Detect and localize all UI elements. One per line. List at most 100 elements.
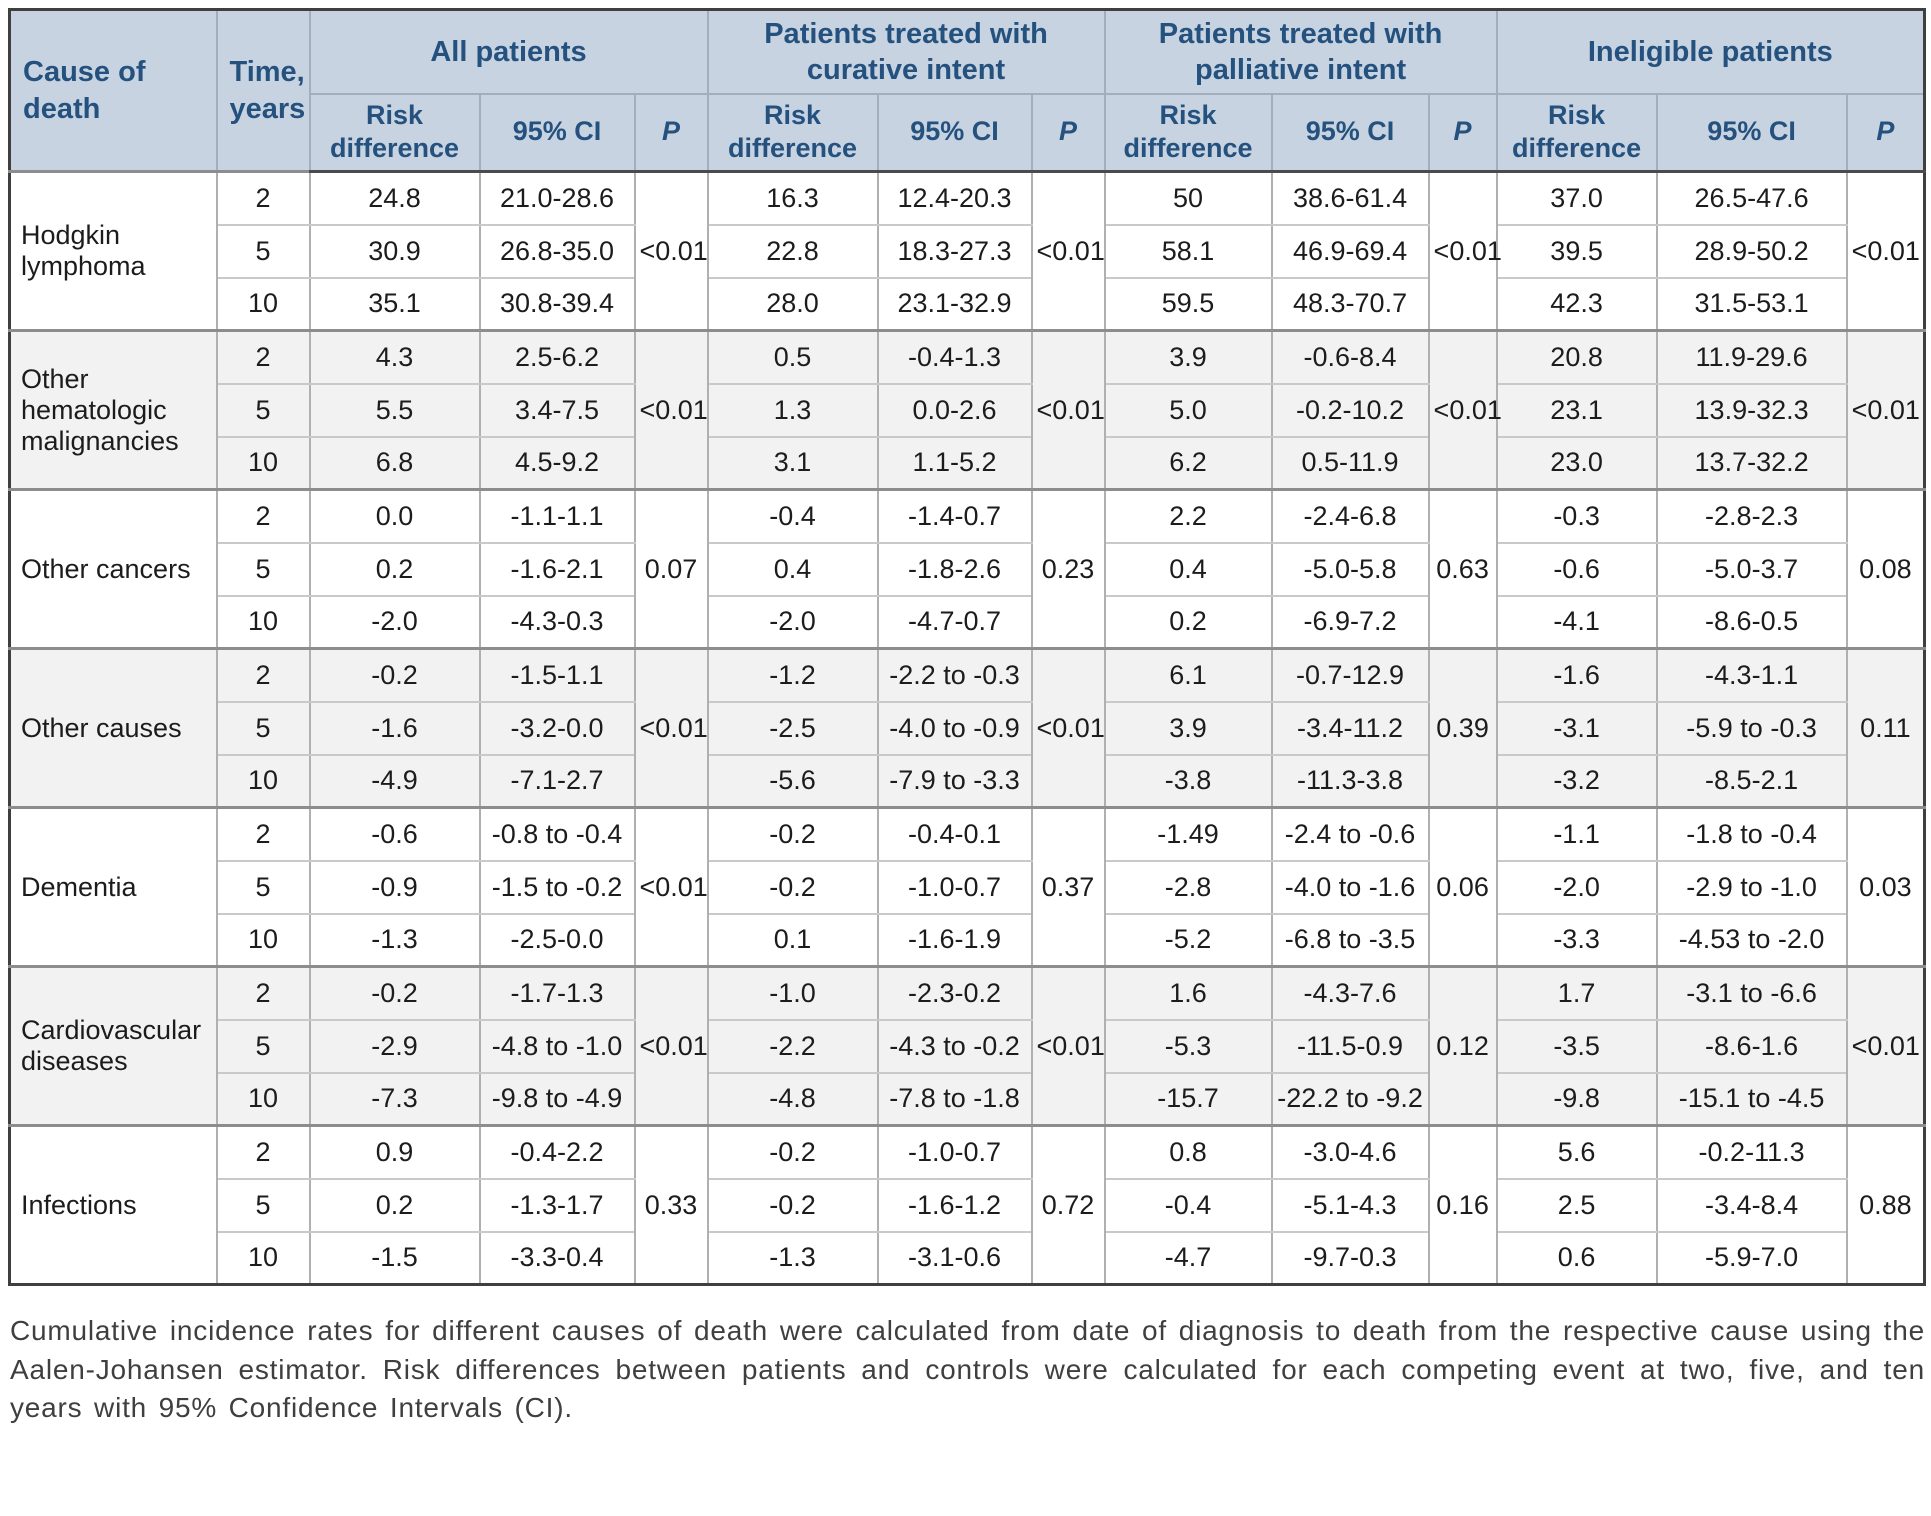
ci-cell: 21.0-28.6 [478, 170, 636, 226]
table-row: Other causes 2 -0.2 -1.5-1.1 <0.01 -1.2 -2.2 t… [8, 647, 1926, 809]
ci-cell: 38.6-61.4 [1270, 170, 1430, 226]
risk-difference-cell: -1.3 [308, 912, 481, 968]
p-value-cell: 0.39 [1427, 647, 1498, 809]
risk-difference-cell: -3.1 [1495, 700, 1658, 756]
cause-cell: Other cancers [8, 488, 218, 650]
ci-cell: 31.5-53.1 [1655, 276, 1848, 332]
table-row: 10 -7.3 -9.8 to -4.9 -4.8 -7.8 to -1.8 -15.7-… [10, 1071, 1925, 1127]
risk-difference-cell: -0.2 [308, 647, 481, 703]
risk-difference-cell: 5.5 [308, 382, 481, 438]
ci-cell: 26.8-35.0 [478, 223, 636, 279]
ci-cell: 11.9-29.6 [1655, 329, 1848, 385]
ci-cell: -3.3-0.4 [478, 1230, 636, 1286]
ci-cell: 48.3-70.7 [1270, 276, 1430, 332]
ci-cell: -5.1-4.3 [1270, 1177, 1430, 1233]
group-header-palliative-intent: Patients treated with palliative intent [1103, 8, 1498, 95]
risk-difference-cell: -7.3 [308, 1071, 481, 1127]
table-row: 10 -1.3 -2.5-0.0 0.1 -1.6-1.9 -5.2 -6.8 to -3.… [10, 912, 1925, 968]
p-value-cell: 0.16 [1427, 1124, 1498, 1286]
subheader-ci: 95% CI [876, 92, 1033, 173]
risk-difference-cell: 37.0 [1495, 170, 1658, 226]
ci-cell: -1.6-1.2 [876, 1177, 1033, 1233]
p-value-cell: 0.88 [1845, 1124, 1926, 1286]
risk-difference-cell: -3.5 [1495, 1018, 1658, 1074]
time-cell: 5 [215, 223, 311, 279]
time-cell: 2 [215, 806, 311, 862]
ci-cell: 26.5-47.6 [1655, 170, 1848, 226]
p-value-cell: <0.01 [633, 965, 709, 1127]
p-value-cell: <0.01 [1030, 965, 1106, 1127]
risk-difference-cell: 0.2 [308, 1177, 481, 1233]
p-value-cell: <0.01 [633, 329, 709, 491]
table-footnote: Cumulative incidence rates for different… [10, 1315, 1925, 1424]
subheader-ci: 95% CI [1270, 92, 1430, 173]
p-value-cell: <0.01 [633, 647, 709, 809]
p-value-cell: <0.01 [633, 170, 709, 332]
time-cell: 2 [215, 647, 311, 703]
time-cell: 5 [215, 541, 311, 597]
risk-difference-cell: -3.8 [1103, 753, 1273, 809]
ci-cell: -4.3-1.1 [1655, 647, 1848, 703]
ci-cell: -11.5-0.9 [1270, 1018, 1430, 1074]
risk-difference-cell: -1.0 [706, 965, 879, 1021]
ci-cell: -4.53 to -2.0 [1655, 912, 1848, 968]
risk-difference-cell: -1.2 [706, 647, 879, 703]
ci-cell: -1.7-1.3 [478, 965, 636, 1021]
cause-cell: Hodgkin lymphoma [8, 170, 218, 332]
ci-cell: -6.8 to -3.5 [1270, 912, 1430, 968]
p-value-cell: <0.01 [1845, 965, 1926, 1127]
risk-difference-cell: 0.5 [706, 329, 879, 385]
ci-cell: -1.3-1.7 [478, 1177, 636, 1233]
ci-cell: -5.9 to -0.3 [1655, 700, 1848, 756]
risk-difference-cell: 6.1 [1103, 647, 1273, 703]
ci-cell: -0.4-0.1 [876, 806, 1033, 862]
ci-cell: -0.4-1.3 [876, 329, 1033, 385]
ci-cell: -4.3 to -0.2 [876, 1018, 1033, 1074]
ci-cell: 13.9-32.3 [1655, 382, 1848, 438]
ci-cell: -5.9-7.0 [1655, 1230, 1848, 1286]
p-value-cell: <0.01 [1845, 329, 1926, 491]
risk-difference-cell: 0.8 [1103, 1124, 1273, 1180]
table-row: 10 6.8 4.5-9.2 3.1 1.1-5.2 6.2 0.5-11.9 23.0 13.… [10, 435, 1925, 491]
ci-cell: -2.9 to -1.0 [1655, 859, 1848, 915]
group-header-all-patients: All patients [308, 8, 709, 95]
risk-difference-cell: 22.8 [706, 223, 879, 279]
risk-difference-cell: -9.8 [1495, 1071, 1658, 1127]
risk-difference-cell: -1.3 [706, 1230, 879, 1286]
risk-difference-cell: 2.2 [1103, 488, 1273, 544]
ci-cell: -1.1-1.1 [478, 488, 636, 544]
p-value-cell: 0.63 [1427, 488, 1498, 650]
ci-cell: 0.0-2.6 [876, 382, 1033, 438]
risk-difference-cell: 4.3 [308, 329, 481, 385]
risk-difference-cell: -2.8 [1103, 859, 1273, 915]
subheader-risk-difference: Risk difference [1103, 92, 1273, 173]
risk-difference-cell: -0.2 [308, 965, 481, 1021]
table-row: Cardiovascular diseases 2 -0.2 -1.7-1.3 <0.0… [8, 965, 1926, 1127]
risk-difference-cell: -3.2 [1495, 753, 1658, 809]
ci-cell: -3.2-0.0 [478, 700, 636, 756]
ci-cell: -2.4-6.8 [1270, 488, 1430, 544]
risk-difference-cell: -0.2 [706, 1124, 879, 1180]
header-time-years: Time, years [215, 8, 311, 173]
ci-cell: 23.1-32.9 [876, 276, 1033, 332]
time-cell: 10 [215, 594, 311, 650]
p-value-cell: <0.01 [1030, 170, 1106, 332]
risk-difference-cell: 0.6 [1495, 1230, 1658, 1286]
risk-difference-cell: 35.1 [308, 276, 481, 332]
ci-cell: 3.4-7.5 [478, 382, 636, 438]
risk-difference-cell: -0.2 [706, 859, 879, 915]
p-value-cell: 0.11 [1845, 647, 1926, 809]
ci-cell: -1.5-1.1 [478, 647, 636, 703]
time-cell: 5 [215, 859, 311, 915]
ci-cell: 30.8-39.4 [478, 276, 636, 332]
p-value-cell: <0.01 [633, 806, 709, 968]
risk-difference-cell: -0.9 [308, 859, 481, 915]
risk-difference-cell: -2.9 [308, 1018, 481, 1074]
ci-cell: -0.2-11.3 [1655, 1124, 1848, 1180]
ci-cell: 13.7-32.2 [1655, 435, 1848, 491]
ci-cell: -8.5-2.1 [1655, 753, 1848, 809]
ci-cell: 0.5-11.9 [1270, 435, 1430, 491]
risk-difference-cell: -1.6 [1495, 647, 1658, 703]
ci-cell: -1.6-2.1 [478, 541, 636, 597]
ci-cell: -0.6-8.4 [1270, 329, 1430, 385]
